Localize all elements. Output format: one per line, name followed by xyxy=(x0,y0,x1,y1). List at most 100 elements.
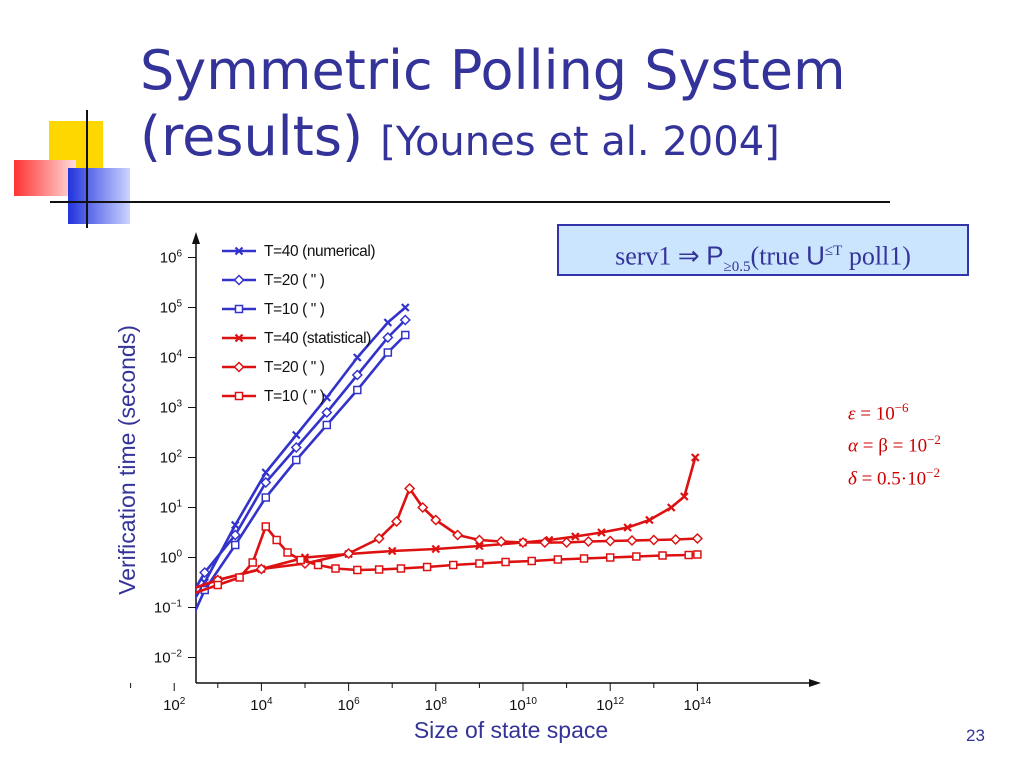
legend-label: T=20 ( " ) xyxy=(264,359,325,376)
page-number: 23 xyxy=(966,726,985,745)
data-point xyxy=(272,535,281,545)
data-point xyxy=(353,353,362,362)
param-epsilon-value: = 10 xyxy=(855,403,895,425)
legend-marker xyxy=(233,361,245,373)
x-tick-base: 10 xyxy=(425,697,442,714)
data-point xyxy=(579,554,589,563)
param-alpha-exp: −2 xyxy=(927,432,941,448)
decor-red-square xyxy=(14,160,76,196)
param-epsilon-symbol: ε xyxy=(848,403,856,425)
y-tick-exp: 5 xyxy=(176,299,182,310)
series-2 xyxy=(196,330,410,613)
param-alpha-symbol: α xyxy=(848,435,858,457)
x-axis-arrow xyxy=(809,679,821,687)
x-tick-exp: 10 xyxy=(526,696,538,707)
y-tick-base: 10 xyxy=(160,300,177,317)
data-point xyxy=(373,532,385,545)
y-tick-exp: 6 xyxy=(176,249,182,260)
data-point xyxy=(582,535,594,548)
title-main: Symmetric Polling System (results) xyxy=(140,39,846,168)
y-tick-exp: 2 xyxy=(176,449,182,460)
data-point xyxy=(632,552,641,561)
data-point xyxy=(680,492,689,501)
data-point xyxy=(261,468,271,477)
y-axis-arrow xyxy=(192,232,200,244)
data-point xyxy=(322,420,332,430)
y-tick-base: 10 xyxy=(160,500,177,517)
data-point xyxy=(260,476,272,489)
param-delta-value: = 0.5·10 xyxy=(856,467,927,489)
y-tick-label: 103 xyxy=(160,399,183,417)
data-point xyxy=(230,540,240,550)
x-tick-exp: 12 xyxy=(613,696,625,707)
legend-marker xyxy=(234,246,244,256)
formula-sup: ≤T xyxy=(824,243,843,259)
data-point xyxy=(283,548,292,557)
data-point xyxy=(527,556,536,566)
data-point xyxy=(431,544,441,554)
x-tick-base: 10 xyxy=(163,697,180,714)
data-point xyxy=(343,547,355,560)
data-point xyxy=(690,453,700,462)
data-point xyxy=(127,613,134,620)
data-point xyxy=(605,553,615,562)
x-tick-base: 10 xyxy=(683,697,700,714)
data-point xyxy=(290,441,302,454)
legend-label: T=40 (numerical) xyxy=(264,243,375,260)
x-tick-base: 10 xyxy=(596,697,613,714)
data-point xyxy=(417,501,429,514)
x-tick-label: 1012 xyxy=(596,696,624,714)
data-point xyxy=(626,534,638,547)
title-citation: [Younes et al. 2004] xyxy=(380,119,780,165)
y-tick-exp: −2 xyxy=(171,649,183,660)
legend-marker xyxy=(234,304,244,314)
data-point xyxy=(382,331,394,344)
param-delta: δ = 0.5·10−2 xyxy=(848,460,941,492)
data-point xyxy=(171,592,178,599)
y-tick-exp: 0 xyxy=(176,549,182,560)
formula-implies: ⇒ xyxy=(677,241,700,271)
legend-label: T=40 (statistical) xyxy=(264,330,371,347)
y-tick-label: 100 xyxy=(160,549,183,567)
formula-open: (true xyxy=(750,241,807,271)
data-point xyxy=(126,612,135,621)
x-tick-base: 10 xyxy=(509,697,526,714)
y-tick-base: 10 xyxy=(154,600,171,617)
legend-marker xyxy=(233,274,245,286)
data-point xyxy=(473,534,485,546)
data-point xyxy=(248,558,257,567)
data-point xyxy=(399,314,411,326)
x-tick-exp: 4 xyxy=(267,696,273,707)
data-point xyxy=(691,532,703,545)
data-point xyxy=(213,580,223,590)
data-point xyxy=(171,629,178,636)
decor-blue-square xyxy=(68,168,130,224)
formula-rest: poll1) xyxy=(842,241,911,271)
data-point xyxy=(475,541,484,551)
formula-U: U xyxy=(806,240,825,271)
data-point xyxy=(230,520,240,530)
data-point xyxy=(501,557,510,567)
data-point xyxy=(404,482,416,495)
param-alpha-value: = β = 10 xyxy=(857,435,928,457)
data-point xyxy=(422,562,432,572)
data-point xyxy=(296,555,305,565)
x-tick-label: 1010 xyxy=(509,696,537,714)
legend-marker xyxy=(234,333,244,343)
data-point xyxy=(670,533,682,546)
data-point xyxy=(517,536,529,549)
legend-label: T=10 ( " ) xyxy=(264,301,325,318)
series-0 xyxy=(171,303,410,636)
data-point xyxy=(383,348,393,357)
y-tick-label: 106 xyxy=(160,249,183,267)
series-line xyxy=(196,334,407,613)
y-tick-base: 10 xyxy=(160,250,177,267)
data-point xyxy=(553,555,563,564)
slide-title: Symmetric Polling System (results) [Youn… xyxy=(140,38,1024,175)
formula-lhs: serv1 xyxy=(615,241,672,271)
y-tick-base: 10 xyxy=(160,550,177,567)
y-tick-exp: 1 xyxy=(176,499,182,510)
y-tick-exp: 4 xyxy=(176,349,182,360)
data-point xyxy=(623,523,632,532)
data-point xyxy=(684,550,693,560)
